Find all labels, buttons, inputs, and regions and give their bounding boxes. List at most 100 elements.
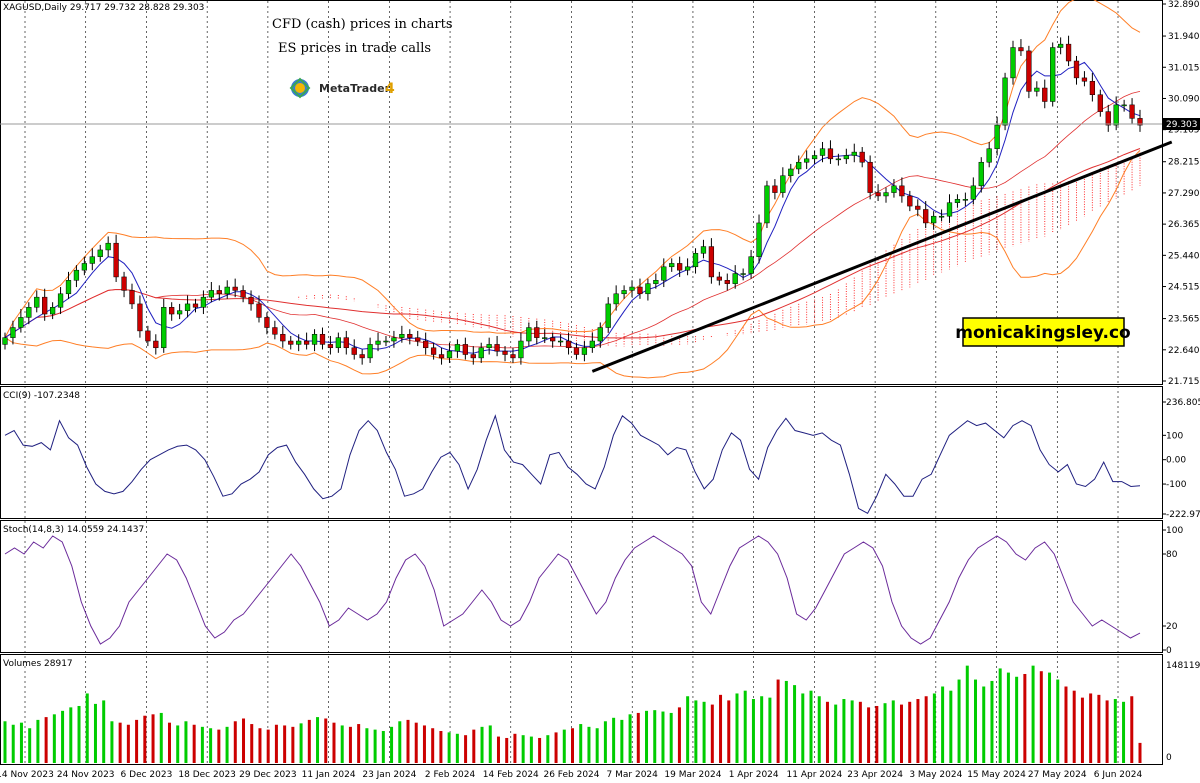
- candle: [780, 167, 786, 198]
- volume-bar: [1031, 665, 1035, 763]
- candle: [121, 271, 127, 298]
- candle: [208, 281, 214, 303]
- candle: [2, 332, 8, 350]
- candle: [1097, 89, 1103, 117]
- volume-bar: [595, 728, 599, 763]
- volume-bar: [587, 726, 591, 763]
- volume-bar: [751, 699, 755, 763]
- volume-bar: [217, 729, 221, 763]
- candle: [1081, 71, 1088, 87]
- date-tick-label: 27 May 2024: [1028, 770, 1087, 780]
- volume-bar: [61, 710, 65, 763]
- candle: [18, 308, 24, 333]
- volume-tick-label: 148119: [1166, 661, 1200, 671]
- volume-bar: [1048, 672, 1052, 763]
- volume-bar: [324, 718, 328, 763]
- candle: [415, 330, 421, 347]
- volume-bar: [620, 719, 624, 763]
- candle: [605, 297, 611, 333]
- price-tick-label: 30.090: [1168, 94, 1200, 104]
- volume-bar: [529, 736, 533, 763]
- volume-bar: [69, 707, 73, 763]
- candle: [240, 285, 246, 303]
- candle: [557, 334, 564, 347]
- volume-bar: [899, 704, 903, 763]
- volume-bar: [1023, 673, 1027, 763]
- volume-bar: [77, 705, 81, 763]
- candle: [470, 346, 476, 365]
- candle: [1113, 96, 1119, 131]
- volume-bar: [743, 690, 747, 763]
- indicator-tick-label: 80: [1166, 550, 1178, 560]
- indicator-tick-label: 100: [1166, 431, 1183, 441]
- candle: [534, 320, 540, 345]
- candle: [288, 335, 294, 350]
- candle: [26, 302, 32, 325]
- candle: [740, 268, 746, 281]
- candle: [10, 320, 16, 345]
- candle: [200, 290, 207, 315]
- volume-bar: [472, 729, 476, 763]
- volume-bar: [957, 679, 961, 763]
- volume-bar: [167, 722, 171, 763]
- date-tick-label: 11 Apr 2024: [787, 770, 843, 780]
- candle: [105, 236, 111, 257]
- volume-bar: [924, 696, 928, 763]
- candle: [272, 320, 278, 340]
- volume-bar: [694, 700, 698, 763]
- candle: [669, 258, 675, 272]
- indicator-tick-label: 100: [1166, 526, 1183, 536]
- candle: [1121, 99, 1127, 112]
- volume-bar: [834, 704, 838, 763]
- date-tick-label: 6 Dec 2023: [121, 770, 173, 780]
- date-tick-label: 14 Feb 2024: [483, 770, 539, 780]
- candle: [931, 211, 937, 230]
- candle: [502, 346, 508, 362]
- volume-bar: [488, 725, 492, 763]
- stoch-panel-frame: [0, 520, 1163, 653]
- volume-bar: [612, 717, 616, 763]
- volume-bar: [702, 701, 706, 763]
- indicator-tick-label: -100: [1166, 480, 1187, 490]
- candle: [1089, 72, 1096, 102]
- price-tick-label: 23.565: [1168, 315, 1200, 325]
- volume-bars: [3, 665, 1142, 763]
- candle: [946, 194, 953, 223]
- candle: [994, 116, 1000, 156]
- volume-bar: [538, 737, 542, 763]
- price-tick-label: 26.365: [1168, 220, 1200, 230]
- candle: [280, 325, 286, 348]
- volume-bar: [496, 736, 500, 763]
- volume-bar: [949, 690, 953, 763]
- volume-bar: [390, 726, 394, 763]
- volume-bar: [85, 693, 89, 763]
- candle: [1073, 55, 1080, 85]
- volume-bar: [990, 680, 994, 763]
- date-tick-label: 24 Nov 2023: [57, 770, 115, 780]
- volume-bar: [1006, 672, 1010, 763]
- volume-bar: [1039, 671, 1043, 763]
- candle: [565, 332, 572, 355]
- volume-bar: [291, 726, 295, 763]
- indicator-tick-label: -222.977: [1166, 510, 1200, 520]
- candle: [954, 194, 961, 208]
- volume-bar: [669, 712, 673, 763]
- volume-bar: [965, 665, 969, 763]
- candle: [264, 312, 270, 335]
- price-tick-label: 27.290: [1168, 189, 1200, 199]
- volume-bar: [883, 703, 887, 763]
- ma-red-line: [4, 148, 1141, 339]
- candle: [423, 332, 429, 355]
- volume-bar: [982, 686, 986, 763]
- candle: [732, 265, 738, 289]
- volume-bar: [850, 700, 854, 763]
- volume-bar: [735, 693, 739, 763]
- volume-bar: [891, 700, 895, 763]
- candle: [724, 273, 730, 291]
- date-tick-label: 19 Mar 2024: [664, 770, 721, 780]
- volume-bar: [381, 731, 385, 763]
- stoch-header: Stoch(14,8,3) 14.0559 24.1437: [3, 525, 144, 535]
- volume-bar: [686, 696, 690, 763]
- volume-bar: [233, 721, 237, 763]
